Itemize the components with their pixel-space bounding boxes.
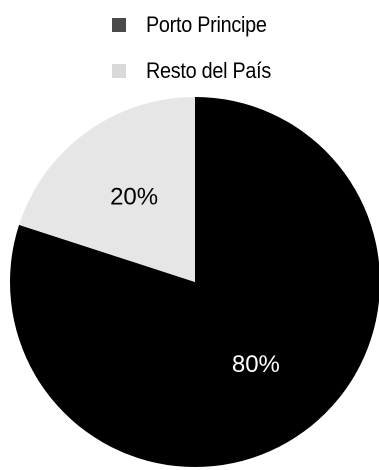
pie-slice-1: [19, 97, 195, 282]
pie-slice-label-1: 20%: [110, 184, 158, 211]
legend: Porto Principe Resto del País: [0, 0, 379, 90]
pie-slice-label-0: 80%: [232, 351, 280, 378]
legend-item-resto-del-pais: Resto del País: [112, 56, 285, 86]
legend-swatch-porto-principe: [112, 18, 126, 32]
legend-label-porto-principe: Porto Principe: [146, 12, 267, 37]
pie-slice-0: [10, 97, 379, 467]
legend-label-resto-del-pais: Resto del País: [146, 58, 272, 83]
legend-swatch-resto-del-pais: [112, 64, 126, 78]
legend-item-porto-principe: Porto Principe: [112, 10, 280, 40]
